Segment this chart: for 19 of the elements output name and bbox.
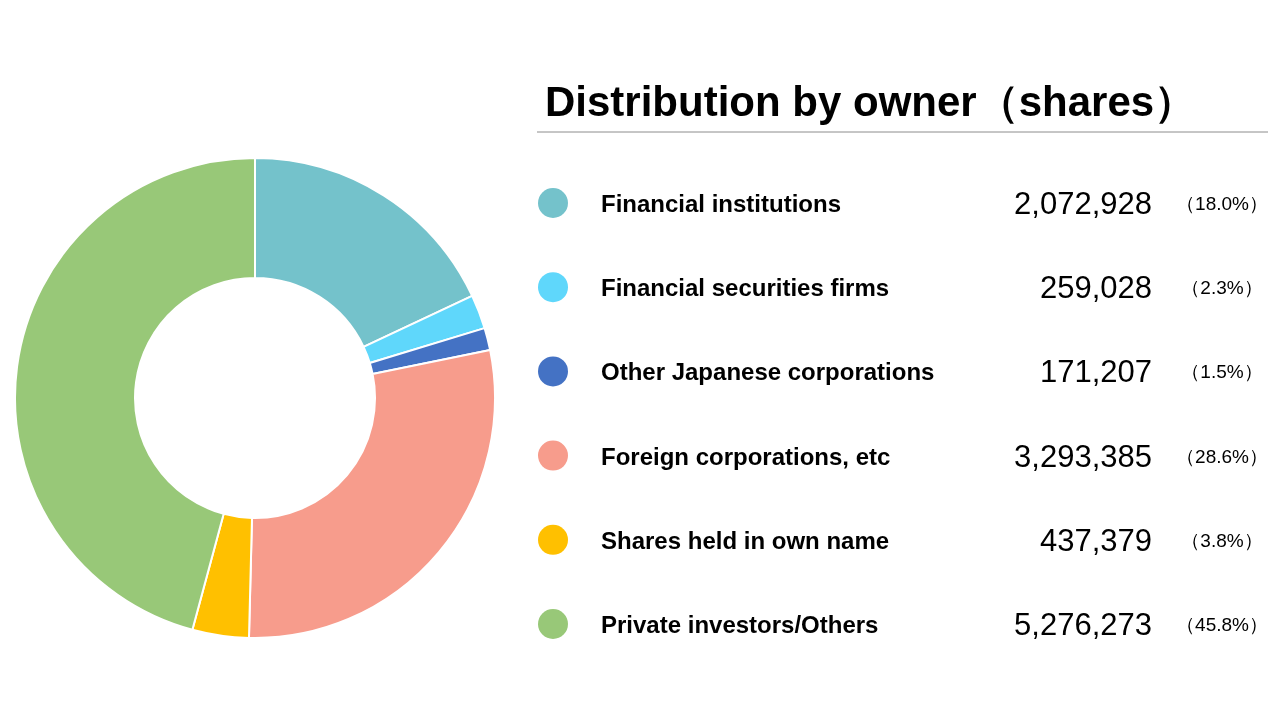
- data-label: （2.3%）: [1181, 277, 1263, 299]
- data-label: （28.6%）: [1176, 445, 1268, 467]
- text: 2,072,928: [1014, 186, 1152, 221]
- legend-label: Private investors/Others: [601, 611, 879, 638]
- text: 259,028: [1039, 270, 1152, 306]
- legend-label: Financial institutions: [601, 190, 842, 217]
- text: 5,276,273: [1014, 607, 1152, 642]
- chart-title: Distribution by owner（shares）: [545, 78, 1197, 125]
- text: 437,379: [1039, 522, 1152, 558]
- data-label: （45.8%）: [1176, 614, 1268, 635]
- legend-label: Other Japanese corporations: [601, 358, 935, 386]
- data-label: （18.0%）: [1176, 193, 1268, 214]
- legend-label: Foreign corporations, etc: [601, 442, 891, 470]
- legend-label: Financial securities firms: [601, 274, 890, 302]
- data-label: （1.5%）: [1181, 361, 1263, 383]
- data-label: （3.8%）: [1181, 529, 1263, 551]
- legend-label: Shares held in own name: [601, 526, 890, 554]
- text: 3,293,385: [1014, 438, 1152, 474]
- text: 171,207: [1039, 354, 1152, 390]
